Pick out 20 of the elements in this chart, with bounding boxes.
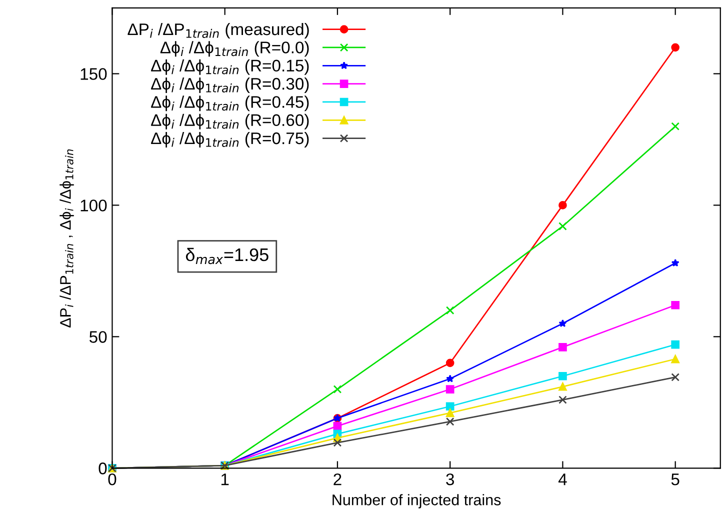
x-tick-label: 4 bbox=[558, 474, 567, 486]
x-tick-label: 1 bbox=[221, 474, 229, 486]
annotation: δ$_{max}$=1.95 bbox=[186, 248, 268, 264]
x-tick-label: 0 bbox=[108, 473, 116, 486]
legend-label: Δϕ$_{i}$ /Δϕ$_{1train}$ (R=0.30) bbox=[151, 77, 309, 94]
y-tick-label: 50 bbox=[89, 331, 107, 343]
legend-label: Δϕ$_{i}$ /Δϕ$_{1train}$ (R=0.0) bbox=[160, 41, 309, 57]
x-axis-title: Number of injected trains bbox=[332, 494, 501, 508]
legend-label: Δϕ$_{i}$ /Δϕ$_{1train}$ (R=0.15) bbox=[151, 59, 309, 75]
y-tick-label: 150 bbox=[80, 68, 107, 80]
legend-label: Δϕ$_{i}$ /Δϕ$_{1train}$ (R=0.60) bbox=[151, 114, 309, 130]
x-tick-label: 3 bbox=[446, 473, 454, 486]
x-tick-label: 5 bbox=[671, 474, 680, 486]
y-tick-label: 0 bbox=[98, 462, 107, 474]
legend-label: Δϕ$_{i}$ /Δϕ$_{1train}$ (R=0.75) bbox=[151, 132, 309, 148]
legend-label: Δϕ$_{i}$ /Δϕ$_{1train}$ (R=0.45) bbox=[151, 96, 309, 112]
x-tick-label: 2 bbox=[334, 473, 342, 486]
y-tick-label: 100 bbox=[80, 200, 107, 212]
legend-label: ΔP$_{i}$ /ΔP$_{1train}$ (measured) bbox=[128, 22, 309, 39]
y-axis-title: ΔP$_{i}$ /ΔP$_{1train}$ , Δϕ$_{i}$ /Δϕ$_{1train}$ bbox=[60, 149, 74, 328]
